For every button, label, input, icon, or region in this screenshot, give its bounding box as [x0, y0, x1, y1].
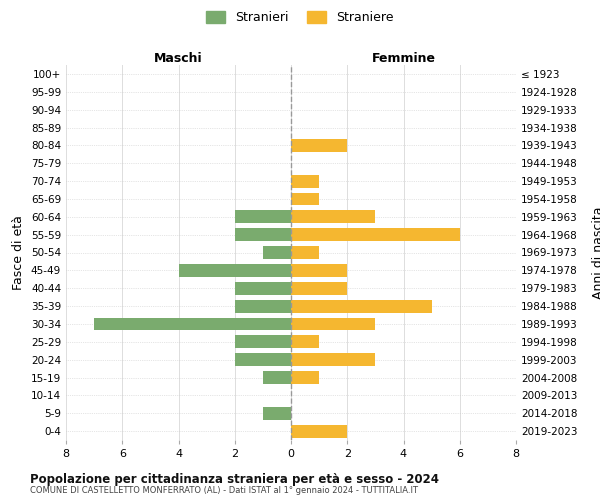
Bar [291, 353, 376, 366]
Text: Maschi: Maschi [154, 52, 203, 65]
Y-axis label: Fasce di età: Fasce di età [13, 215, 25, 290]
Bar [291, 139, 347, 152]
Bar [235, 353, 291, 366]
Bar [235, 282, 291, 294]
Bar [263, 371, 291, 384]
Bar [291, 318, 376, 330]
Bar [235, 210, 291, 223]
Bar [291, 210, 376, 223]
Bar [291, 424, 347, 438]
Bar [94, 318, 291, 330]
Text: Popolazione per cittadinanza straniera per età e sesso - 2024: Popolazione per cittadinanza straniera p… [30, 472, 439, 486]
Bar [291, 282, 347, 294]
Bar [291, 174, 319, 188]
Text: COMUNE DI CASTELLETTO MONFERRATO (AL) - Dati ISTAT al 1° gennaio 2024 - TUTTITAL: COMUNE DI CASTELLETTO MONFERRATO (AL) - … [30, 486, 418, 495]
Bar [179, 264, 291, 277]
Bar [263, 246, 291, 259]
Legend: Stranieri, Straniere: Stranieri, Straniere [202, 6, 398, 29]
Bar [263, 407, 291, 420]
Bar [291, 336, 319, 348]
Bar [291, 300, 431, 312]
Bar [291, 246, 319, 259]
Bar [235, 228, 291, 241]
Bar [235, 336, 291, 348]
Bar [291, 264, 347, 277]
Bar [291, 228, 460, 241]
Bar [235, 300, 291, 312]
Bar [291, 192, 319, 205]
Bar [291, 371, 319, 384]
Y-axis label: Anni di nascita: Anni di nascita [592, 206, 600, 298]
Text: Femmine: Femmine [371, 52, 436, 65]
